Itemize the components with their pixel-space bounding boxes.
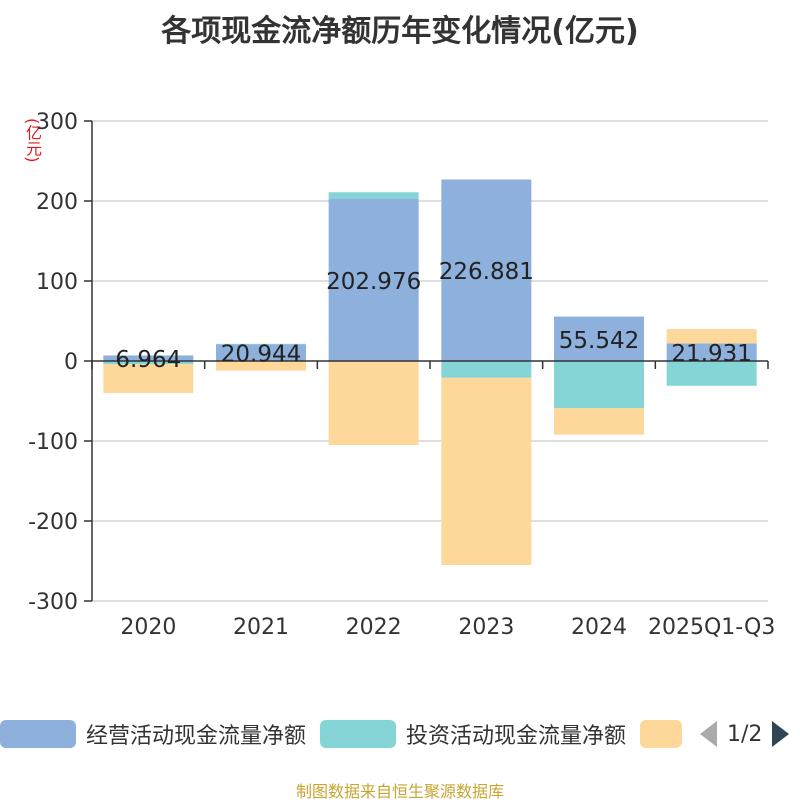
legend-pager: 1/2 xyxy=(700,716,790,752)
y-tick-label: 300 xyxy=(36,110,78,135)
y-tick-label: 100 xyxy=(36,270,78,295)
legend: 经营活动现金流量净额 投资活动现金流量净额 xyxy=(0,716,800,752)
bar-经营活动现金流量净额-2023 xyxy=(441,179,532,361)
data-label-operating: 202.976 xyxy=(326,269,421,295)
bar-筹资活动现金流量净额-2020 xyxy=(103,364,194,393)
y-tick-label: -200 xyxy=(28,510,78,535)
y-tick-label: -300 xyxy=(28,590,78,615)
y-tick-label: -100 xyxy=(28,430,78,455)
y-tick-label: 0 xyxy=(64,350,78,375)
data-label-operating: 20.944 xyxy=(221,342,301,368)
x-category-label: 2025Q1-Q3 xyxy=(648,615,775,640)
legend-swatch-investing xyxy=(320,720,396,748)
legend-swatch-operating xyxy=(0,720,76,748)
bar-筹资活动现金流量净额-2024 xyxy=(554,408,644,435)
source-footer: 制图数据来自恒生聚源数据库 xyxy=(295,782,504,801)
bar-经营活动现金流量净额-2021 xyxy=(216,344,306,361)
x-category-label: 2021 xyxy=(233,615,289,640)
bar-经营活动现金流量净额-2022 xyxy=(328,198,419,361)
legend-next-icon[interactable] xyxy=(772,721,790,747)
chart-title: 各项现金流净额历年变化情况(亿元) xyxy=(161,14,639,49)
y-tick-label: 200 xyxy=(36,190,78,215)
legend-page-indicator: 1/2 xyxy=(727,721,763,747)
legend-label-operating: 经营活动现金流量净额 xyxy=(86,724,307,749)
bar-筹资活动现金流量净额-2023 xyxy=(441,377,532,565)
legend-item-financing[interactable] xyxy=(640,716,682,752)
bar-投资活动现金流量净额-2021 xyxy=(216,343,306,345)
bar-投资活动现金流量净额-2020 xyxy=(103,361,194,365)
y-axis-unit-label: (亿元) xyxy=(23,118,42,163)
stacked-bar-chart: 300 200 100 0 -100 -200 -300 2020 2021 2022 2023 20… xyxy=(28,110,775,640)
x-category-label: 2020 xyxy=(120,615,176,640)
data-label-operating: 55.542 xyxy=(559,328,639,354)
bar-筹资活动现金流量净额-2025Q1-Q3 xyxy=(666,329,757,344)
bar-经营活动现金流量净额-2025Q1-Q3 xyxy=(666,343,757,361)
legend-item-operating[interactable]: 经营活动现金流量净额 xyxy=(0,716,306,752)
bar-投资活动现金流量净额-2025Q1-Q3 xyxy=(666,361,757,386)
bar-筹资活动现金流量净额-2021 xyxy=(216,361,306,371)
data-label-operating: 226.881 xyxy=(439,259,534,285)
legend-item-investing[interactable]: 投资活动现金流量净额 xyxy=(320,716,626,752)
x-category-label: 2022 xyxy=(346,615,402,640)
bar-投资活动现金流量净额-2023 xyxy=(441,361,532,378)
data-label-operating: 21.931 xyxy=(671,341,751,367)
x-category-label: 2024 xyxy=(571,615,627,640)
bar-筹资活动现金流量净额-2022 xyxy=(328,361,419,445)
data-label-operating: 6.964 xyxy=(115,347,181,373)
legend-swatch-financing xyxy=(640,720,682,748)
bar-经营活动现金流量净额-2020 xyxy=(103,355,194,361)
bar-经营活动现金流量净额-2024 xyxy=(554,316,644,361)
legend-prev-icon[interactable] xyxy=(700,721,717,747)
bar-投资活动现金流量净额-2024 xyxy=(554,361,644,409)
bar-投资活动现金流量净额-2022 xyxy=(328,192,419,199)
x-category-label: 2023 xyxy=(458,615,514,640)
legend-label-investing: 投资活动现金流量净额 xyxy=(406,724,627,749)
